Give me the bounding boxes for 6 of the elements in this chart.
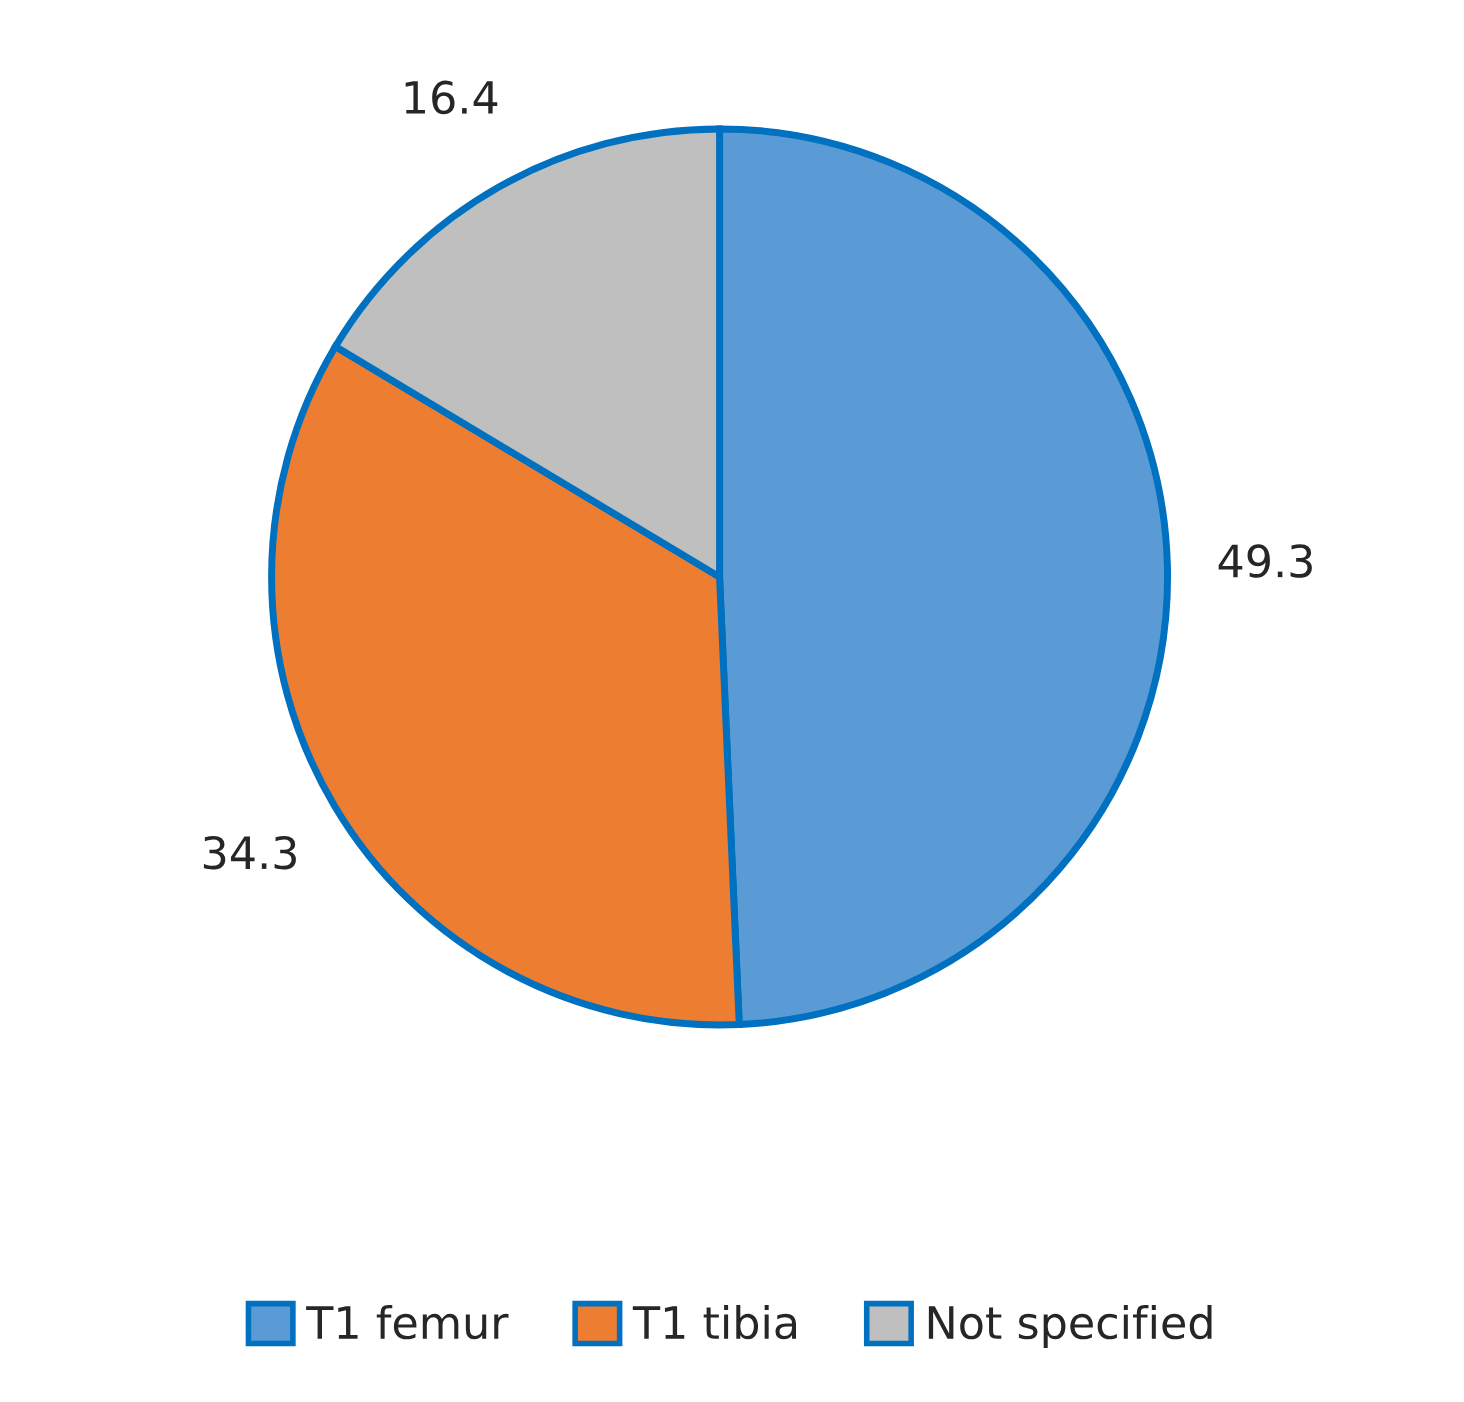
legend-label: Not specified: [928, 1304, 1212, 1348]
data-label: 34.3: [203, 835, 296, 870]
data-label: 16.4: [405, 80, 498, 115]
legend-label: T1 femur: [306, 1304, 509, 1340]
data-label: 49.3: [1218, 544, 1312, 578]
legend-label: T1 tibia: [632, 1304, 797, 1340]
